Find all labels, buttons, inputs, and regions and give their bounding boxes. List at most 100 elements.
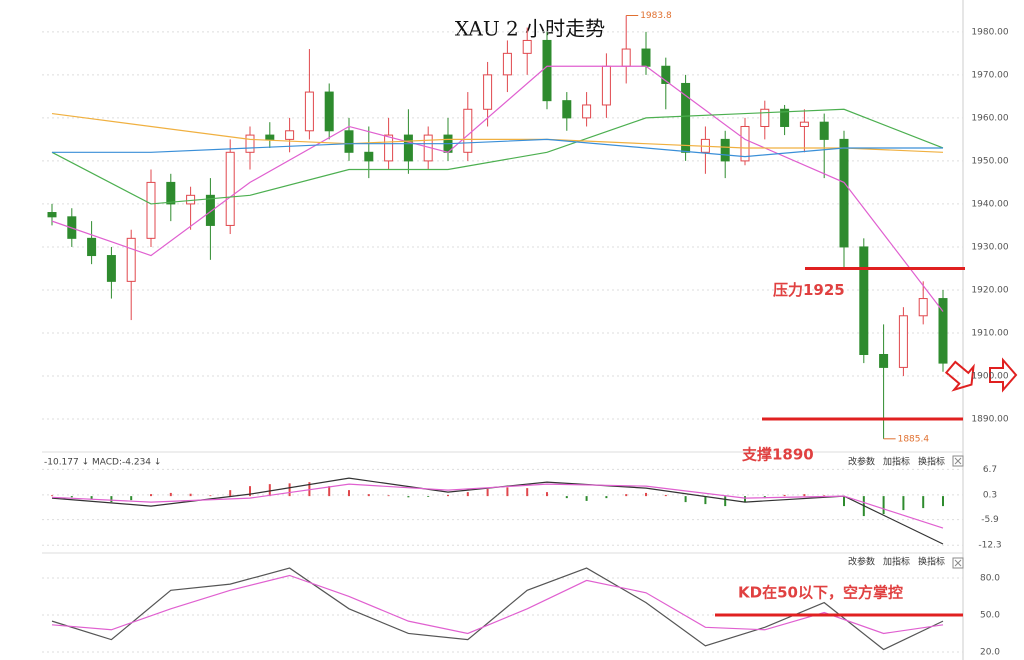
macd-bar xyxy=(605,496,608,499)
close-button[interactable] xyxy=(952,557,964,569)
candle-body xyxy=(542,39,552,102)
close-icon xyxy=(954,457,962,465)
y-tick-label: 1900.00 xyxy=(971,372,1008,382)
candle-body xyxy=(819,121,829,140)
indicator-line xyxy=(51,574,944,635)
macd-bar xyxy=(902,496,905,511)
indicator-line xyxy=(51,108,944,205)
close-icon xyxy=(954,559,962,567)
macd-bar xyxy=(823,495,826,497)
macd-bar xyxy=(209,495,212,497)
candle-body xyxy=(186,194,196,205)
macd-bar xyxy=(367,494,370,497)
indicator-line xyxy=(51,112,944,153)
candle-body xyxy=(106,255,116,282)
macd-bar xyxy=(585,496,588,501)
macd-bar xyxy=(704,496,707,505)
indicator-button[interactable]: 改参数 xyxy=(848,456,875,468)
candle-body xyxy=(522,39,532,54)
candle-body xyxy=(344,130,354,153)
arrow xyxy=(989,357,1018,393)
macd-bar xyxy=(150,494,152,497)
close-button[interactable] xyxy=(952,455,964,467)
candle-body xyxy=(87,237,97,257)
y-tick-label: 1910.00 xyxy=(971,328,1008,338)
macd-bar xyxy=(189,493,192,497)
candle-body xyxy=(621,48,631,67)
indicator-button[interactable]: 加指标 xyxy=(883,556,910,568)
macd-bar xyxy=(268,484,271,497)
annotation-label: KD在50以下，空方掌控 xyxy=(738,583,903,601)
arrow xyxy=(944,360,975,392)
macd-bar xyxy=(724,496,727,507)
candle-body xyxy=(324,91,334,132)
macd-bar xyxy=(348,490,350,497)
candle-body xyxy=(799,121,809,127)
candle-body xyxy=(245,134,255,153)
candle-body xyxy=(938,298,948,364)
macd-bar xyxy=(70,496,73,498)
macd-bar xyxy=(288,483,291,497)
y-tick-label: 20.0 xyxy=(980,647,1000,657)
candle-body xyxy=(582,104,592,119)
y-tick-label: -12.3 xyxy=(978,541,1001,551)
candle-body xyxy=(225,151,235,226)
macd-bar xyxy=(526,488,529,497)
macd-bar xyxy=(645,492,647,497)
macd-bar xyxy=(466,492,469,497)
indicator-header: -10.177 ↓ MACD:-4.234 ↓ xyxy=(44,458,161,468)
y-tick-label: 1890.00 xyxy=(971,415,1008,425)
candle-body xyxy=(839,138,849,248)
y-tick-label: 0.3 xyxy=(983,490,997,500)
y-tick-label: 1950.00 xyxy=(971,156,1008,166)
macd-bar xyxy=(407,496,410,498)
y-tick-label: 1920.00 xyxy=(971,285,1008,295)
indicator-button[interactable]: 加指标 xyxy=(883,456,910,468)
candle-body xyxy=(641,48,651,67)
macd-bar xyxy=(744,496,746,503)
candle-body xyxy=(463,108,473,153)
candle-body xyxy=(205,194,215,226)
low-marker: 1885.4 xyxy=(898,434,930,444)
candle-body xyxy=(384,134,394,162)
macd-bar xyxy=(328,486,331,497)
indicator-button[interactable]: 改参数 xyxy=(848,556,875,568)
candle-body xyxy=(304,91,314,132)
macd-bar xyxy=(942,496,944,507)
y-tick-label: 1930.00 xyxy=(971,242,1008,252)
candle-body xyxy=(879,353,889,368)
macd-bar xyxy=(882,496,885,515)
indicator-line xyxy=(52,138,943,158)
candle-body xyxy=(780,108,790,127)
indicator-button[interactable]: 换指标 xyxy=(918,456,945,468)
close-box xyxy=(952,557,964,569)
candle-body xyxy=(760,108,770,127)
candle-body xyxy=(898,315,908,368)
macd-bar xyxy=(249,486,251,497)
candle-body xyxy=(403,134,413,162)
candle-body xyxy=(265,134,275,140)
indicator-button[interactable]: 换指标 xyxy=(918,556,945,568)
y-tick-label: 1980.00 xyxy=(971,27,1008,37)
y-tick-label: -5.9 xyxy=(981,515,999,525)
candle-body xyxy=(720,138,730,162)
macd-bar xyxy=(922,496,925,509)
macd-bar xyxy=(427,496,430,497)
macd-bar xyxy=(783,494,786,497)
candle-body xyxy=(681,82,691,153)
macd-bar xyxy=(664,494,667,497)
candle-body xyxy=(166,181,176,205)
candle-body xyxy=(740,125,750,162)
candle-body xyxy=(364,151,374,162)
resistance-label: 压力1925 xyxy=(773,281,845,299)
macd-bar xyxy=(110,496,113,503)
candle-body xyxy=(483,74,493,110)
candle-body xyxy=(601,65,611,106)
macd-bar xyxy=(546,492,548,497)
y-tick-label: 80.0 xyxy=(980,573,1000,583)
macd-bar xyxy=(169,492,172,497)
y-tick-label: 6.7 xyxy=(983,465,997,475)
candle-body xyxy=(562,100,572,119)
macd-bar xyxy=(447,494,449,497)
